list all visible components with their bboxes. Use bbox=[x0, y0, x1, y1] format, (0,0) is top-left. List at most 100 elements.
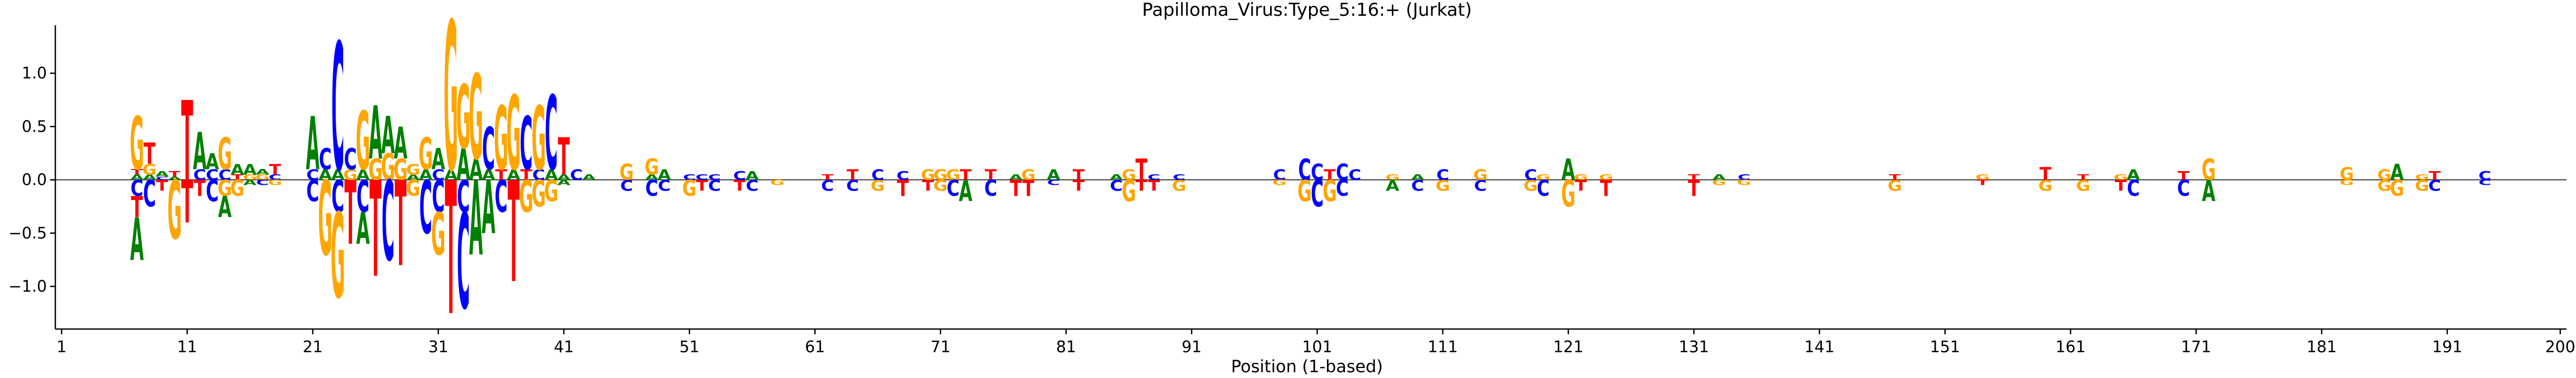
logo-letter-a: A bbox=[2126, 167, 2140, 184]
logo-letter-c: C bbox=[1436, 167, 1449, 184]
y-tick-label: −0.5 bbox=[8, 224, 47, 243]
logo-letter-c: C bbox=[708, 177, 721, 194]
logo-letter-g: G bbox=[142, 162, 157, 178]
x-tick-label: 71 bbox=[931, 338, 951, 356]
logo-letter-a: A bbox=[469, 153, 483, 187]
logo-letter-c: C bbox=[1474, 177, 1487, 194]
logo-letter-c: C bbox=[1047, 178, 1060, 187]
logo-letter-a: A bbox=[143, 173, 157, 182]
logo-letter-t: T bbox=[345, 163, 357, 265]
logo-letter-g: G bbox=[1524, 177, 1538, 194]
logo-letter-t: T bbox=[2077, 173, 2089, 182]
logo-letter-c: C bbox=[947, 175, 959, 201]
logo-letter-a: A bbox=[469, 160, 483, 278]
logo-letter-g: G bbox=[1888, 177, 1902, 194]
logo-letter-a: A bbox=[557, 178, 571, 187]
logo-letter-g: G bbox=[946, 167, 960, 184]
y-tick-label: 0.0 bbox=[22, 171, 47, 190]
logo-letter-t: T bbox=[985, 167, 997, 184]
logo-letter-c: C bbox=[1110, 177, 1123, 194]
logo-letter-a: A bbox=[331, 167, 345, 184]
logo-letter-g: G bbox=[770, 178, 784, 187]
logo-letter-t: T bbox=[2040, 164, 2052, 184]
x-tick-label: 41 bbox=[554, 338, 574, 356]
logo-letter-c: C bbox=[620, 177, 633, 194]
logo-letter-c: C bbox=[1524, 167, 1537, 184]
logo-letter-a: A bbox=[507, 167, 521, 184]
logo-letter-c: C bbox=[319, 142, 331, 176]
logo-letter-c: C bbox=[733, 169, 746, 183]
logo-letter-a: A bbox=[658, 167, 671, 184]
logo-letter-c: C bbox=[495, 171, 508, 222]
logo-letter-g: G bbox=[2339, 178, 2354, 187]
logo-letter-c: C bbox=[984, 175, 997, 201]
logo-letter-g: G bbox=[1599, 173, 1613, 182]
logo-letter-c: C bbox=[206, 167, 219, 184]
logo-letter-t: T bbox=[143, 137, 155, 171]
logo-letter-a: A bbox=[130, 173, 144, 182]
logo-letter-g: G bbox=[2415, 177, 2429, 194]
logo-letter-c: C bbox=[432, 171, 444, 222]
logo-letter-c: C bbox=[1273, 167, 1286, 184]
logo-letter-c: C bbox=[2428, 177, 2441, 194]
logo-letter-a: A bbox=[432, 142, 445, 176]
logo-letter-c: C bbox=[457, 171, 470, 222]
logo-letter-t: T bbox=[1010, 175, 1022, 201]
logo-letter-g: G bbox=[2076, 177, 2090, 194]
x-tick-label: 101 bbox=[1302, 338, 1332, 356]
logo-letter-g: G bbox=[1574, 173, 1588, 182]
logo-letter-a: A bbox=[394, 118, 407, 169]
logo-letter-a: A bbox=[2202, 174, 2216, 208]
x-tick-label: 1 bbox=[56, 338, 66, 356]
logo-letter-c: C bbox=[356, 171, 369, 222]
logo-letter-t: T bbox=[131, 190, 143, 224]
logo-letter-c: C bbox=[206, 174, 219, 208]
logo-letter-t: T bbox=[1688, 175, 1700, 201]
logo-letter-a: A bbox=[306, 101, 320, 186]
logo-letter-t: T bbox=[269, 162, 281, 178]
logo-letter-g: G bbox=[1975, 173, 1989, 182]
logo-letter-c: C bbox=[1336, 175, 1349, 201]
logo-letter-a: A bbox=[1009, 173, 1023, 182]
logo-letter-t: T bbox=[369, 154, 382, 306]
logo-letter-c: C bbox=[218, 167, 231, 184]
logo-letter-t: T bbox=[1022, 175, 1035, 201]
logo-letter-a: A bbox=[482, 167, 495, 184]
logo-letter-g: G bbox=[1021, 167, 1036, 184]
logo-letter-t: T bbox=[558, 128, 570, 187]
logo-letter-a: A bbox=[356, 167, 370, 184]
logo-letter-c: C bbox=[658, 177, 670, 194]
logo-letter-a: A bbox=[381, 107, 395, 166]
logo-letter-g: G bbox=[1561, 173, 1575, 215]
logo-letter-c: C bbox=[155, 176, 168, 181]
logo-letter-g: G bbox=[243, 173, 257, 182]
logo-letter-g: G bbox=[456, 67, 471, 169]
logo-letter-a: A bbox=[369, 91, 383, 176]
logo-letter-t: T bbox=[1688, 173, 1700, 182]
logo-letter-g: G bbox=[130, 101, 144, 186]
logo-letter-a: A bbox=[406, 173, 420, 182]
logo-letter-a: A bbox=[1385, 177, 1399, 194]
logo-letter-g: G bbox=[368, 153, 383, 187]
logo-letter-t: T bbox=[2178, 169, 2190, 183]
logo-letter-g: G bbox=[494, 89, 508, 191]
logo-letter-g: G bbox=[682, 175, 697, 201]
logo-letter-c: C bbox=[306, 167, 319, 184]
logo-letter-t: T bbox=[395, 157, 407, 293]
logo-letter-c: C bbox=[2127, 175, 2140, 201]
logo-letter-a: A bbox=[645, 173, 659, 182]
logo-letter-t: T bbox=[520, 167, 532, 184]
logo-letter-c: C bbox=[1537, 175, 1549, 201]
logo-letter-g: G bbox=[1121, 174, 1136, 208]
logo-letter-g: G bbox=[532, 173, 546, 215]
logo-letter-t: T bbox=[181, 79, 193, 206]
logo-letter-g: G bbox=[1385, 173, 1400, 182]
logo-letter-a: A bbox=[256, 168, 269, 176]
logo-letter-g: G bbox=[418, 128, 433, 180]
y-axis: −1.0 −0.5 0.0 0.5 1.0 bbox=[8, 25, 56, 329]
logo-letter-g: G bbox=[356, 96, 370, 189]
logo-letter-g: G bbox=[255, 173, 269, 182]
logo-letter-c: C bbox=[457, 186, 470, 339]
x-tick-label: 141 bbox=[1804, 338, 1835, 356]
logo-letter-c: C bbox=[269, 173, 281, 182]
